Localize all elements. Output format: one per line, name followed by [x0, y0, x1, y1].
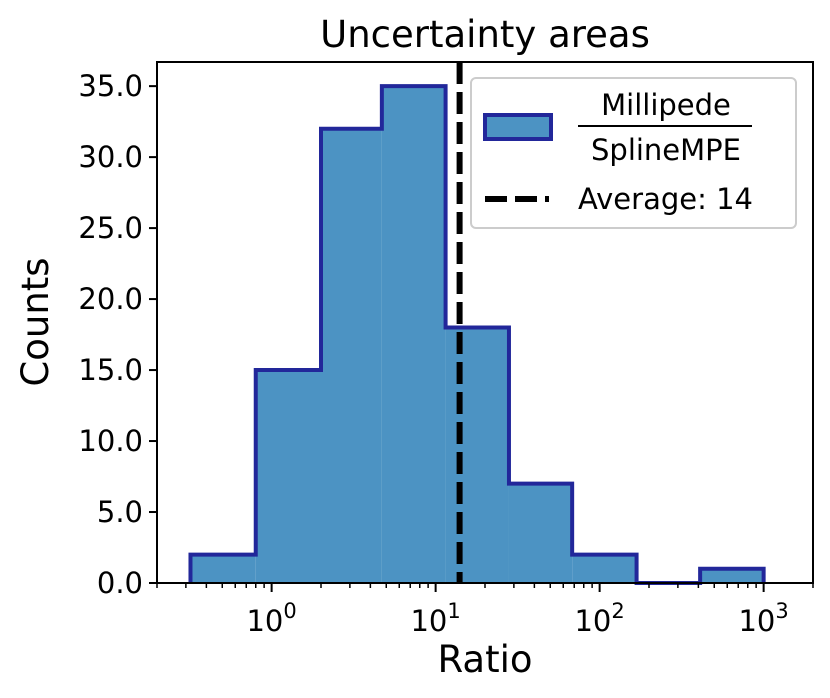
y-tick-label: 0.0 — [97, 566, 143, 600]
y-tick-label: 30.0 — [78, 140, 143, 174]
y-axis-label: Counts — [14, 257, 57, 386]
y-axis-ticks: 0.0 5.0 10.0 15.0 20.0 25.0 30.0 35.0 — [78, 69, 157, 600]
y-tick-label: 25.0 — [78, 211, 143, 245]
x-axis-label: Ratio — [438, 638, 533, 681]
histogram-bar-9 — [700, 568, 764, 583]
y-tick-label: 20.0 — [78, 282, 143, 316]
x-tick-label: 101 — [410, 599, 460, 638]
histogram-bar-4 — [381, 86, 446, 583]
legend: Millipede SplineMPE Average: 14 — [470, 77, 797, 229]
histogram-bar-3 — [321, 128, 382, 583]
x-tick-label: 100 — [246, 599, 296, 638]
histogram-bar-6 — [508, 483, 573, 583]
x-tick-label: 102 — [574, 599, 624, 638]
legend-ratio-numerator: Millipede — [601, 88, 731, 122]
x-tick-label: 103 — [738, 599, 788, 638]
histogram-bars — [188, 84, 766, 585]
x-axis-ticks: 100 101 102 103 — [156, 583, 814, 638]
y-tick-label: 15.0 — [78, 353, 143, 387]
y-tick-label: 5.0 — [97, 495, 143, 529]
chart-title: Uncertainty areas — [320, 13, 650, 56]
histogram-bar-5 — [445, 327, 509, 583]
legend-histogram-swatch — [483, 113, 553, 141]
histogram-bar-1 — [190, 554, 256, 583]
y-tick-label: 10.0 — [78, 424, 143, 458]
histogram-bar-2 — [255, 370, 321, 583]
y-tick-label: 35.0 — [78, 69, 143, 103]
histogram-bar-7 — [572, 554, 637, 583]
legend-ratio-denominator: SplineMPE — [591, 133, 741, 167]
legend-average-label: Average: 14 — [578, 182, 753, 216]
